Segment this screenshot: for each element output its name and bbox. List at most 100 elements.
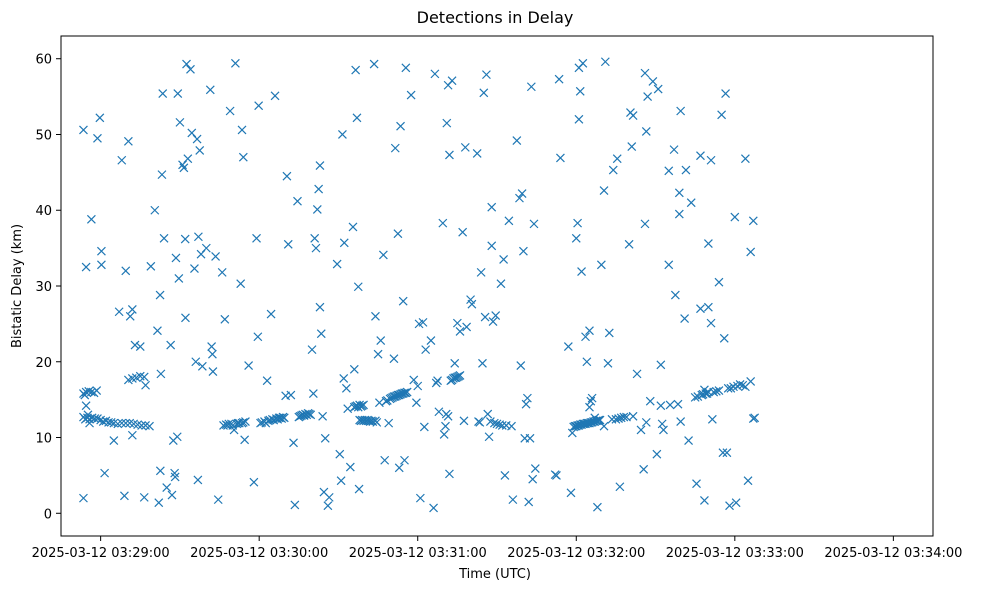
data-point (443, 411, 453, 421)
data-point (590, 413, 600, 423)
data-point (643, 92, 653, 102)
data-point (628, 411, 638, 421)
data-point (701, 389, 711, 399)
data-point (318, 411, 328, 421)
data-point (692, 479, 701, 489)
data-point (97, 260, 106, 270)
data-point (170, 472, 180, 482)
data-point (619, 412, 629, 422)
data-point (254, 101, 264, 111)
data-point (337, 130, 347, 139)
data-point (400, 388, 409, 398)
data-point (674, 188, 684, 198)
data-point (504, 216, 514, 226)
data-point (354, 484, 364, 494)
data-point (270, 91, 280, 101)
data-point (244, 361, 254, 370)
data-point (373, 349, 383, 359)
x-tick-label: 2025-03-12 03:31:00 (349, 546, 487, 561)
data-point (193, 475, 203, 485)
data-point (378, 250, 388, 260)
data-point (101, 416, 111, 426)
data-point (219, 420, 228, 430)
data-point (289, 438, 298, 448)
data-point (421, 345, 431, 355)
data-point (182, 59, 191, 69)
data-point (476, 267, 486, 277)
data-point (487, 241, 497, 251)
data-point (726, 383, 736, 393)
data-point (673, 399, 683, 409)
data-point (600, 57, 610, 67)
data-point (207, 349, 217, 359)
data-point (455, 327, 465, 336)
data-point (508, 495, 518, 505)
data-point (166, 340, 176, 350)
data-point (585, 326, 594, 336)
data-point (170, 468, 180, 478)
data-point (262, 376, 272, 386)
data-point (711, 386, 721, 396)
data-point (611, 414, 621, 424)
data-point (155, 290, 165, 300)
data-point (639, 464, 649, 474)
data-point (599, 186, 609, 195)
data-point (528, 474, 538, 484)
x-tick-label: 2025-03-12 03:33:00 (666, 546, 804, 561)
data-point (95, 113, 105, 123)
data-point (190, 264, 199, 274)
data-point (390, 143, 400, 153)
data-point (100, 468, 110, 478)
data-point (680, 314, 690, 324)
data-point (83, 410, 93, 420)
data-point (497, 420, 507, 430)
data-point (400, 455, 409, 465)
data-point (211, 252, 221, 261)
data-point (656, 401, 666, 411)
axis-ticks: 2025-03-12 03:29:00 2025-03-12 03:30:00 20… (32, 53, 963, 561)
data-point (653, 84, 663, 94)
data-point (700, 495, 709, 505)
data-point (656, 360, 666, 370)
data-point (240, 435, 250, 445)
x-tick-label: 2025-03-12 03:34:00 (824, 546, 962, 561)
data-point (382, 395, 392, 405)
data-point (374, 398, 384, 408)
data-point (306, 410, 316, 420)
data-point (438, 218, 448, 228)
data-point (674, 209, 684, 219)
data-point (735, 380, 745, 389)
data-point (676, 106, 686, 116)
data-point (349, 364, 359, 374)
data-point (430, 69, 440, 79)
data-point (748, 216, 758, 226)
data-point (389, 354, 399, 364)
data-point (220, 314, 230, 324)
data-point (117, 418, 127, 428)
data-point (575, 86, 585, 96)
data-point (641, 417, 651, 427)
data-point (315, 302, 325, 312)
data-point (482, 70, 491, 80)
data-point (225, 106, 235, 116)
plot-area: 2025-03-12 03:29:00 2025-03-12 03:30:00 20… (32, 35, 963, 561)
data-point (707, 414, 717, 424)
data-point (81, 401, 91, 411)
data-point (237, 125, 247, 135)
data-point (717, 110, 727, 120)
data-point (690, 392, 700, 402)
data-point (641, 127, 651, 136)
data-point (351, 65, 361, 75)
data-point (315, 161, 325, 170)
data-point (324, 492, 334, 502)
data-point (282, 171, 292, 181)
data-point (450, 358, 460, 368)
data-point (153, 326, 162, 336)
data-point (139, 372, 149, 382)
data-point (714, 277, 724, 287)
data-point (723, 383, 733, 393)
data-point (467, 299, 477, 309)
data-point (596, 260, 606, 270)
data-point (719, 333, 729, 343)
